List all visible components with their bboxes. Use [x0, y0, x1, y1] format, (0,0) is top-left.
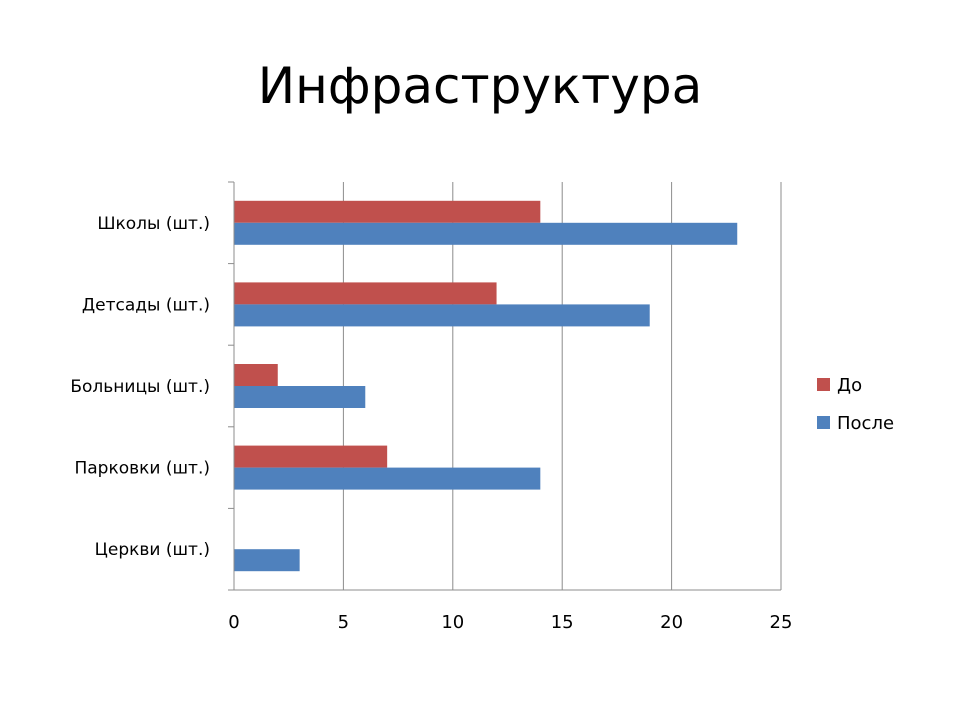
- x-tick-label: 10: [441, 612, 464, 633]
- x-tick-label: 20: [660, 612, 683, 633]
- legend-swatch: [817, 378, 830, 391]
- bar-posle: [234, 467, 541, 490]
- bar-posle: [234, 304, 650, 327]
- category-label: Больницы (шт.): [70, 377, 210, 397]
- chart-title: Инфраструктура: [257, 57, 703, 115]
- x-tick-label: 5: [338, 612, 349, 633]
- category-label: Школы (шт.): [97, 214, 210, 234]
- x-tick-label: 25: [770, 612, 793, 633]
- x-tick-label: 15: [551, 612, 574, 633]
- legend-label: После: [837, 413, 894, 434]
- bar-do: [234, 364, 278, 386]
- bar-do: [234, 282, 497, 305]
- category-label: Детсады (шт.): [82, 295, 210, 315]
- category-label: Церкви (шт.): [95, 540, 210, 560]
- bar-posle: [234, 222, 738, 245]
- bar-posle: [234, 386, 366, 408]
- x-tick-label: 0: [228, 612, 239, 633]
- category-label: Парковки (шт.): [74, 459, 210, 479]
- bar-do: [234, 445, 388, 468]
- legend-label: До: [837, 375, 862, 396]
- bar-do: [234, 200, 541, 223]
- legend-swatch: [817, 416, 830, 429]
- bar-posle: [234, 549, 300, 572]
